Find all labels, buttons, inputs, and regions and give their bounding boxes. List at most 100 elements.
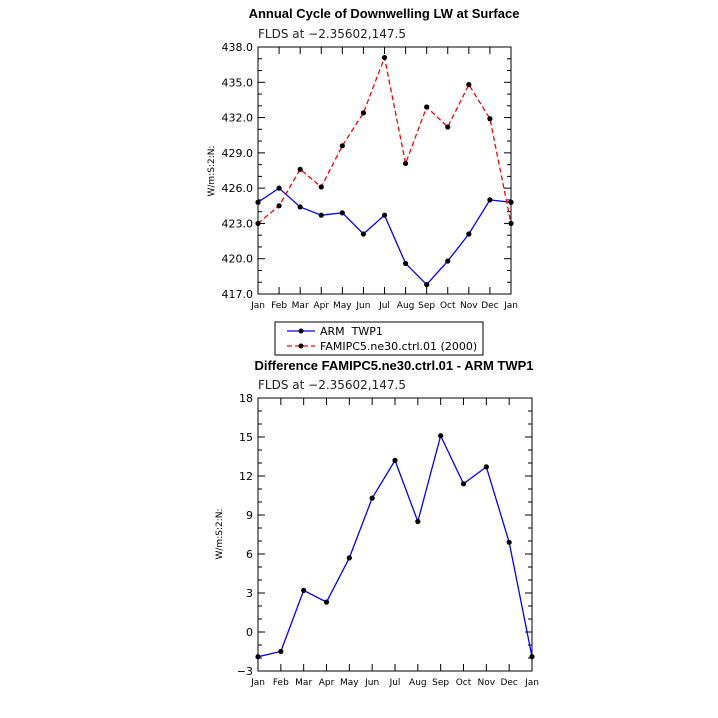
chart2-ytick-label: 3 (246, 587, 253, 600)
chart1-ytick-label: 429.0 (222, 147, 254, 160)
chart1-series-1-point (402, 160, 409, 167)
chart2-frame (257, 397, 533, 672)
chart1-y-axis-label: W/m:S:2:N: (207, 146, 217, 197)
chart2-xtick-label: Dec (500, 678, 517, 688)
chart2-series-0-point (438, 433, 444, 439)
chart1-series-1-point (508, 220, 514, 227)
chart1-ytick-label: 432.0 (222, 112, 254, 125)
chart2-series-0-point (255, 654, 261, 660)
chart1-frame (257, 46, 512, 295)
chart2-xtick-label: Nov (478, 678, 496, 688)
chart2-series-0-point (346, 555, 352, 561)
chart1-xtick-label: Mar (292, 301, 309, 311)
chart1-title: Annual Cycle of Downwelling LW at Surfac… (249, 6, 520, 21)
chart2-ytick-label: 6 (246, 548, 253, 561)
chart2-series-0-line (257, 433, 533, 658)
chart1-series-1-point (255, 220, 261, 227)
chart1-series-1-point (424, 104, 430, 110)
legend-label-model: FAMIPC5.ne30.ctrl.01 (2000) (320, 340, 477, 353)
chart1-series-1-point (360, 110, 367, 116)
chart2-subtitle: FLDS at −2.35602,147.5 (258, 378, 406, 392)
legend-box (274, 321, 484, 356)
chart2-xtick-label: Sep (432, 678, 449, 688)
chart1-series-0-point (255, 199, 261, 205)
chart1-series-1-point (318, 184, 324, 190)
chart1-ytick-label: 435.0 (222, 76, 254, 89)
chart1-xtick-label: Sep (418, 301, 435, 311)
chart2-series-0-point (460, 481, 467, 487)
chart2-series-0-point (506, 539, 512, 545)
chart1-xtick-label: Jan (250, 301, 265, 311)
chart1-xtick-label: Apr (313, 301, 329, 311)
chart1-ytick-label: 420.0 (222, 253, 254, 266)
chart2-xtick-label: Jun (364, 678, 379, 688)
chart1-series-0-point (276, 185, 282, 191)
chart2-xtick-label: Jan (250, 678, 265, 688)
chart2-ytick-label: 15 (239, 431, 253, 444)
chart1-series-0-point (339, 210, 345, 216)
legend-marker-model (298, 343, 304, 349)
chart1-series-0-point (508, 199, 514, 205)
chart2-series-0-point (278, 648, 284, 655)
chart1-xtick-label: Feb (271, 301, 287, 311)
chart1-xtick-label: Aug (397, 301, 415, 311)
chart2-xtick-label: Jul (389, 678, 401, 688)
chart1-series-0-line (257, 187, 512, 286)
chart1-xtick-label: Jul (378, 301, 390, 311)
chart2-xtick-label: Jan (524, 678, 539, 688)
chart2-series-0-point (529, 654, 535, 660)
chart1-series-1-point (339, 143, 345, 149)
chart2-series-0-point (415, 518, 421, 525)
chart2-xtick-label: Apr (319, 678, 335, 688)
chart2-y-axis-label: W/m:S:2:N: (215, 509, 225, 560)
chart1-series-1-point (487, 116, 493, 122)
chart2-ytick-label: −3 (237, 665, 253, 678)
chart1-xtick-label: Jan (503, 301, 518, 311)
chart2-ytick-label: 18 (239, 392, 253, 405)
legend-marker-arm (298, 328, 304, 334)
chart1-series-1-point (466, 82, 472, 88)
chart1-xtick-label: May (333, 301, 352, 311)
chart1-series-1-point (445, 124, 451, 130)
chart1-xtick-label: Nov (460, 301, 478, 311)
chart2-title: Difference FAMIPC5.ne30.ctrl.01 - ARM TW… (254, 358, 533, 373)
chart1-series-1-point (276, 203, 282, 209)
chart1-series-0-point (360, 231, 367, 237)
chart1-subtitle: FLDS at −2.35602,147.5 (258, 27, 406, 41)
chart1-series-1-point (297, 166, 303, 172)
chart1-ytick-label: 423.0 (222, 217, 254, 230)
chart2-series-0-point (369, 495, 375, 501)
chart1-series-1-point (381, 54, 388, 61)
chart2-xtick-label: Mar (295, 678, 312, 688)
chart2-plot: −3 0 3 6 9 12 15 18 Jan Feb Mar Apr May Jun Jul Aug Sep O… (237, 392, 539, 688)
chart1-legend: ARM TWP1 FAMIPC5.ne30.ctrl.01 (2000) (274, 321, 484, 356)
chart1-series-1-line (257, 55, 512, 224)
chart2-ytick-label: 12 (239, 470, 253, 483)
chart2-xtick-label: Feb (273, 678, 289, 688)
chart2-xtick-label: Aug (409, 678, 427, 688)
chart2-ytick-label: 9 (246, 509, 253, 522)
chart2-xtick-label: Oct (456, 678, 472, 688)
chart2-series-0-point (483, 464, 489, 470)
chart1-series-0-point (424, 281, 430, 288)
chart1-series-0-point (381, 212, 388, 218)
chart1-series-0-point (402, 260, 409, 267)
chart1-xtick-label: Dec (481, 301, 498, 311)
chart2-xtick-label: May (340, 678, 359, 688)
chart1-series-0-point (318, 212, 324, 218)
chart1-series-0-point (297, 204, 303, 210)
chart1-series-0-point (445, 258, 451, 264)
chart2-series-0-point (323, 599, 330, 605)
chart1-plot: 417.0 420.0 423.0 426.0 429.0 432.0 435.0 438.0… (222, 41, 518, 311)
chart1-xtick-label: Jun (355, 301, 370, 311)
chart1-ytick-label: 426.0 (222, 182, 254, 195)
chart1-ytick-label: 438.0 (222, 41, 254, 54)
chart1-series-0-point (466, 231, 472, 237)
chart1-xtick-label: Oct (440, 301, 456, 311)
chart2-series-0-point (301, 587, 307, 594)
chart1-ytick-label: 417.0 (222, 288, 254, 301)
chart2-ytick-label: 0 (246, 626, 253, 639)
chart1-series-0-point (487, 197, 493, 203)
chart2-series-0-point (392, 457, 398, 463)
